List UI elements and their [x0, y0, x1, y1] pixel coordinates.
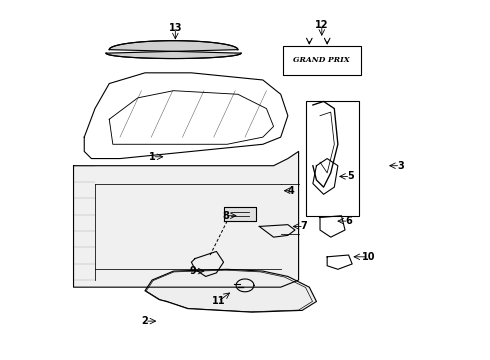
Text: 5: 5	[347, 171, 354, 181]
Text: 9: 9	[190, 266, 196, 276]
Text: 6: 6	[345, 216, 352, 226]
Polygon shape	[145, 269, 317, 312]
Polygon shape	[74, 152, 298, 287]
Text: 13: 13	[169, 23, 182, 33]
FancyBboxPatch shape	[283, 46, 361, 75]
Text: 1: 1	[149, 152, 155, 162]
Text: 10: 10	[362, 252, 375, 262]
Polygon shape	[106, 41, 241, 59]
Text: 4: 4	[288, 186, 295, 196]
Text: 11: 11	[212, 296, 225, 306]
Text: 2: 2	[142, 316, 148, 326]
Text: 12: 12	[315, 19, 329, 30]
Polygon shape	[223, 207, 256, 221]
Text: GRAND PRIX: GRAND PRIX	[294, 56, 350, 64]
Text: 7: 7	[300, 221, 307, 231]
Text: 3: 3	[397, 161, 404, 171]
Bar	[306, 102, 359, 216]
Text: 8: 8	[222, 211, 229, 221]
